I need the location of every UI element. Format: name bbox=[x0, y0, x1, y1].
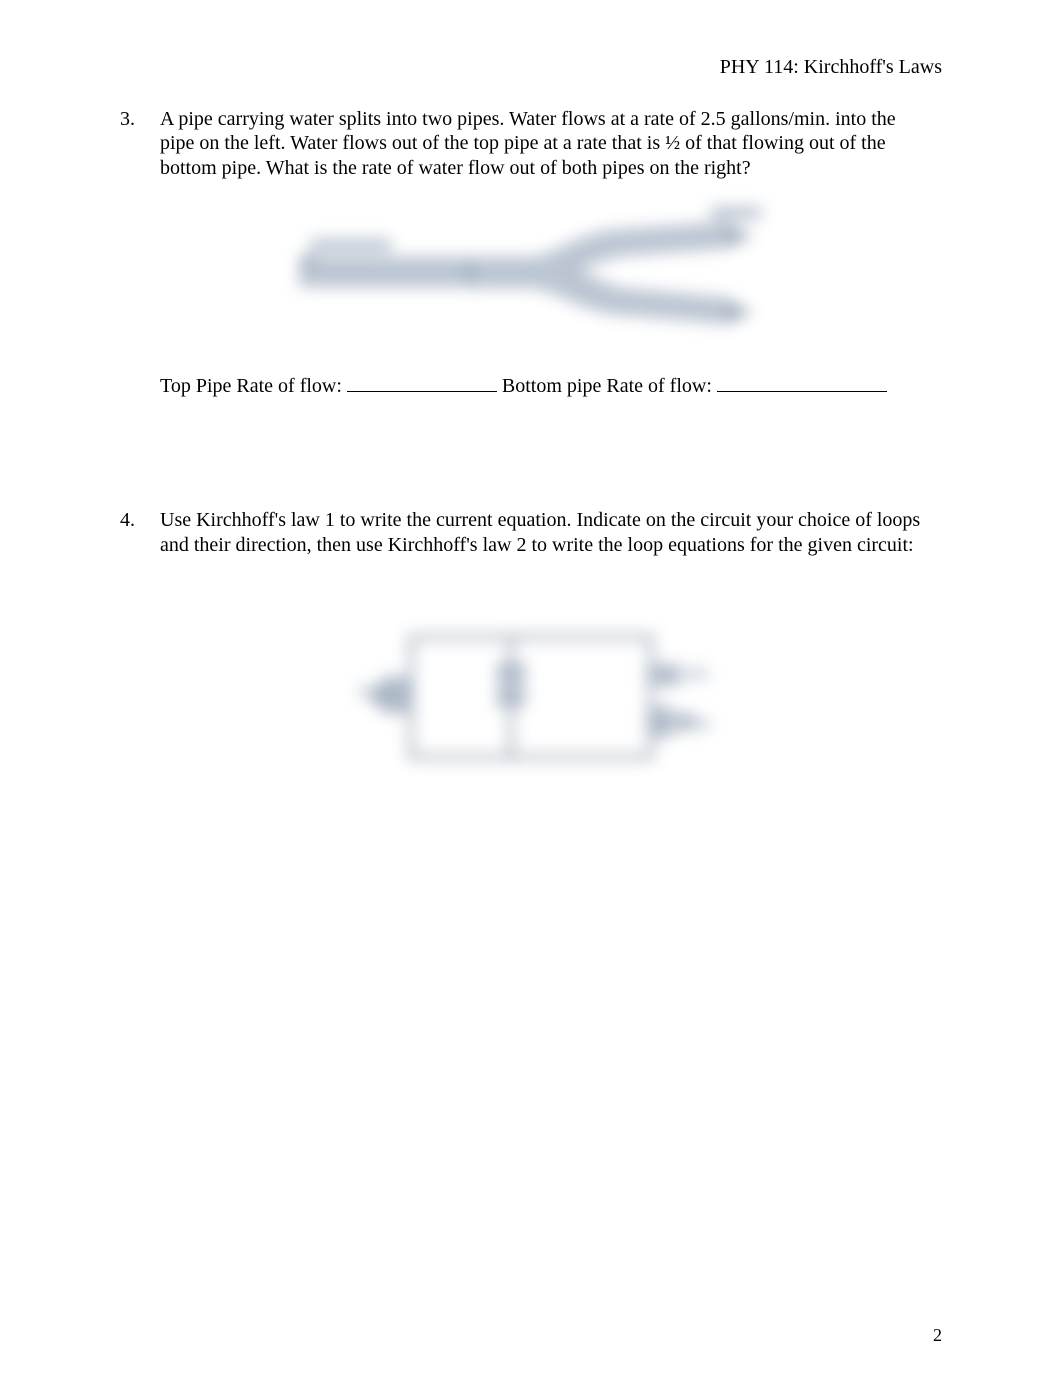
question-3-number: 3. bbox=[120, 107, 160, 131]
question-4-text: Use Kirchhoff's law 1 to write the curre… bbox=[160, 508, 930, 557]
top-pipe-blank[interactable] bbox=[347, 372, 497, 392]
pipe-diagram bbox=[271, 204, 791, 344]
course-title: PHY 114: Kirchhoff's Laws bbox=[720, 56, 942, 78]
page-header: PHY 114: Kirchhoff's Laws bbox=[120, 56, 942, 79]
circuit-figure bbox=[120, 607, 942, 787]
page: PHY 114: Kirchhoff's Laws 3.A pipe carry… bbox=[0, 0, 1062, 1376]
question-3-text: A pipe carrying water splits into two pi… bbox=[160, 107, 930, 180]
question-4: 4.Use Kirchhoff's law 1 to write the cur… bbox=[120, 508, 942, 557]
pipe-figure bbox=[120, 204, 942, 344]
circuit-diagram bbox=[351, 607, 711, 787]
question-3-answers: Top Pipe Rate of flow: Bottom pipe Rate … bbox=[160, 372, 942, 398]
question-3: 3.A pipe carrying water splits into two … bbox=[120, 107, 942, 180]
top-pipe-label: Top Pipe Rate of flow: bbox=[160, 375, 347, 397]
bottom-pipe-blank[interactable] bbox=[717, 372, 887, 392]
bottom-pipe-label: Bottom pipe Rate of flow: bbox=[497, 375, 717, 397]
question-4-number: 4. bbox=[120, 508, 160, 532]
page-number: 2 bbox=[933, 1325, 942, 1346]
